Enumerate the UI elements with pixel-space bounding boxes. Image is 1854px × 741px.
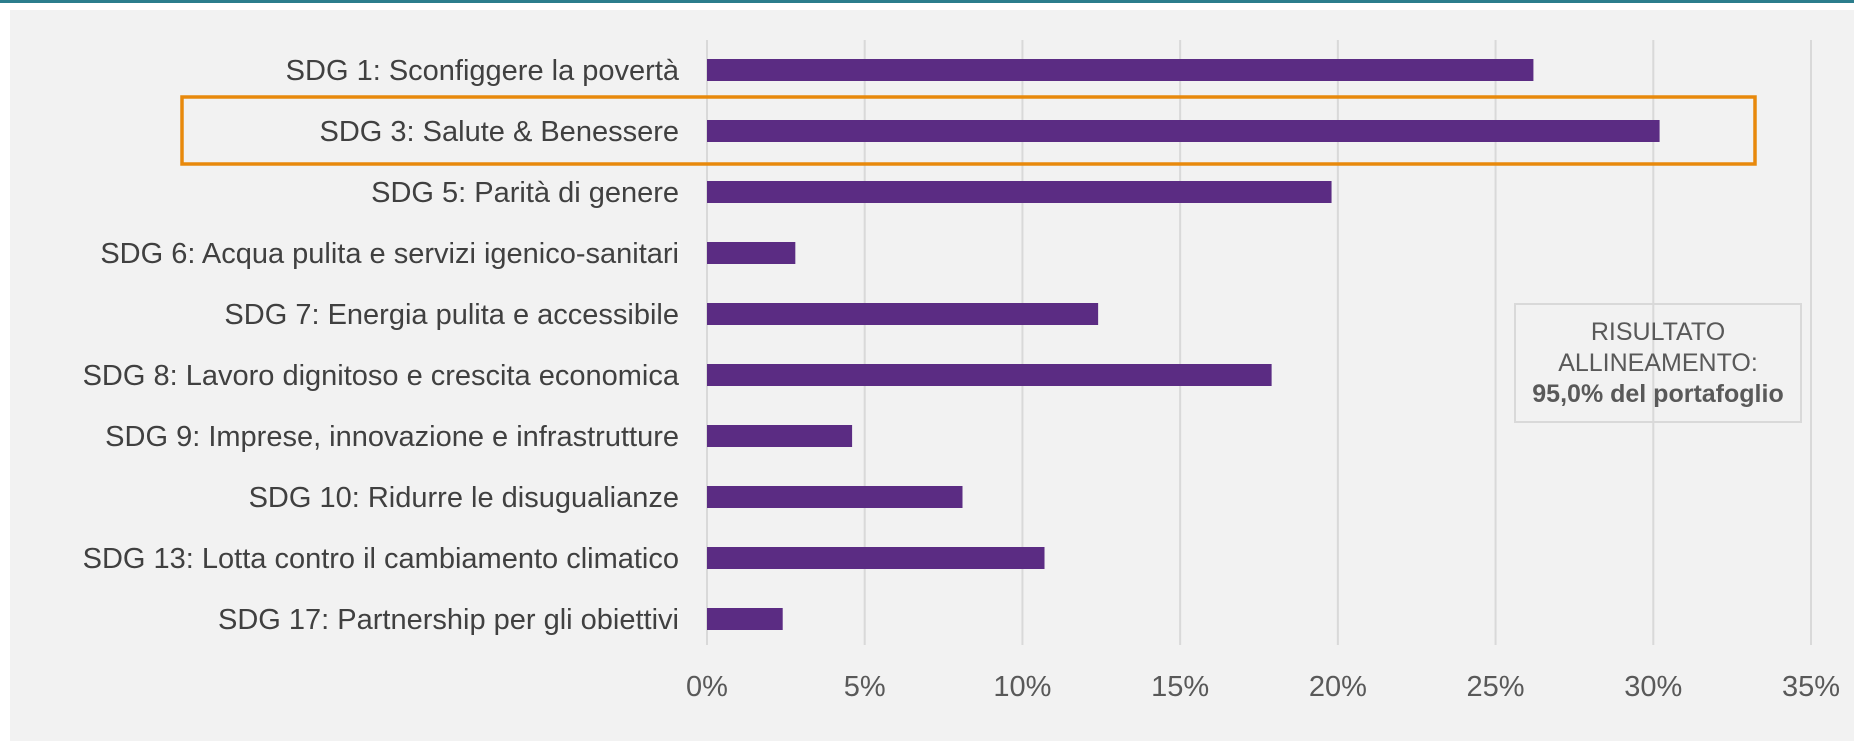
alignment-result-box: RISULTATO ALLINEAMENTO: 95,0% del portaf… <box>1514 303 1802 423</box>
bar <box>707 120 1660 142</box>
result-line-2: ALLINEAMENTO: <box>1558 348 1758 377</box>
result-line-3: 95,0% del portafoglio <box>1532 379 1784 408</box>
bar <box>707 59 1534 81</box>
category-label: SDG 10: Ridurre le disugualianze <box>249 482 679 514</box>
x-tick-label: 25% <box>1467 671 1525 703</box>
category-label: SDG 7: Energia pulita e accessibile <box>224 299 679 331</box>
x-tick-label: 30% <box>1624 671 1682 703</box>
category-label: SDG 3: Salute & Benessere <box>320 116 679 148</box>
bar <box>707 486 963 508</box>
top-rule <box>0 0 1854 3</box>
x-tick-label: 35% <box>1782 671 1840 703</box>
x-tick-label: 20% <box>1309 671 1367 703</box>
category-label: SDG 1: Sconfiggere la povertà <box>286 55 680 87</box>
bar <box>707 608 783 630</box>
bar <box>707 181 1332 203</box>
category-label: SDG 17: Partnership per gli obiettivi <box>218 604 679 636</box>
bar <box>707 242 796 264</box>
x-tick-label: 0% <box>686 671 728 703</box>
highlight-box <box>180 95 1757 166</box>
category-label: SDG 6: Acqua pulita e servizi igenico-sa… <box>100 238 679 270</box>
x-tick-label: 10% <box>993 671 1051 703</box>
bar <box>707 364 1272 386</box>
bar <box>707 303 1099 325</box>
category-label: SDG 5: Parità di genere <box>371 177 679 209</box>
bar <box>707 547 1045 569</box>
result-line-1: RISULTATO <box>1590 317 1726 346</box>
category-label: SDG 9: Imprese, innovazione e infrastrut… <box>105 421 679 453</box>
x-tick-label: 15% <box>1151 671 1209 703</box>
x-tick-label: 5% <box>844 671 886 703</box>
bar <box>707 425 853 447</box>
category-label: SDG 13: Lotta contro il cambiamento clim… <box>83 543 679 575</box>
category-label: SDG 8: Lavoro dignitoso e crescita econo… <box>83 360 680 392</box>
